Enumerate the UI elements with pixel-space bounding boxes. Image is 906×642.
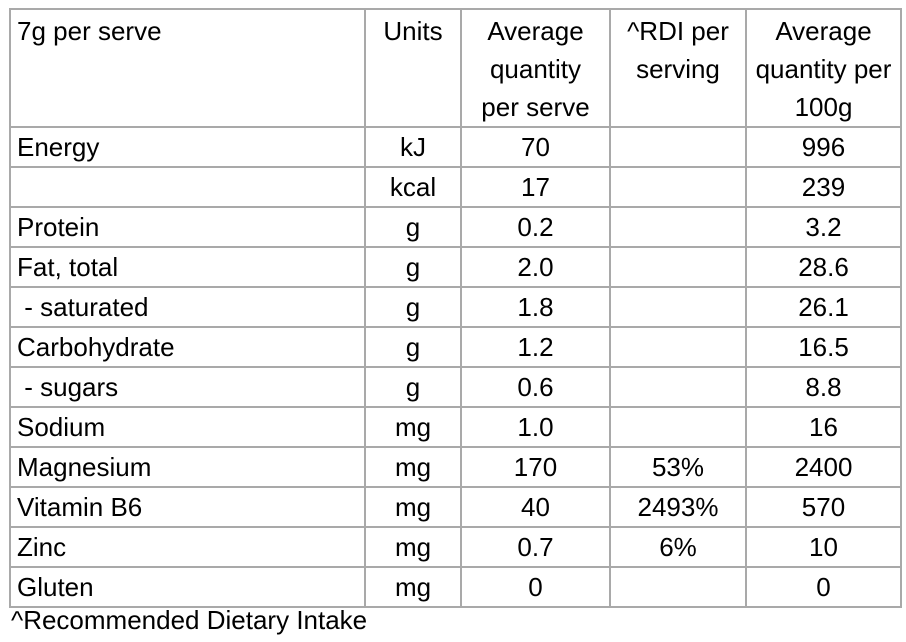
table-row: kcal 17 239 xyxy=(9,166,902,208)
per-serve-cell: 170 xyxy=(460,446,611,488)
table-row: Fat, total g 2.0 28.6 xyxy=(9,246,902,288)
table-row: Zinc mg 0.7 6% 10 xyxy=(9,526,902,568)
unit-cell: g xyxy=(364,206,462,248)
nutrient-name-cell: Gluten xyxy=(9,566,366,608)
nutrient-name-cell: - sugars xyxy=(9,366,366,408)
per-serve-cell: 1.2 xyxy=(460,326,611,368)
per-100g-cell: 28.6 xyxy=(745,246,902,288)
nutrient-name-cell: Fat, total xyxy=(9,246,366,288)
header-rdi-per-serving: ^RDI per serving xyxy=(609,8,747,128)
per-serve-cell: 17 xyxy=(460,166,611,208)
header-units: Units xyxy=(364,8,462,128)
unit-cell: mg xyxy=(364,446,462,488)
nutrient-name-cell xyxy=(9,166,366,208)
nutrient-name-cell: Energy xyxy=(9,126,366,168)
nutrient-name-cell: - saturated xyxy=(9,286,366,328)
nutrient-name-cell: Carbohydrate xyxy=(9,326,366,368)
rdi-cell xyxy=(609,406,747,448)
table-row: - saturated g 1.8 26.1 xyxy=(9,286,902,328)
unit-cell: kJ xyxy=(364,126,462,168)
nutrient-name-cell: Vitamin B6 xyxy=(9,486,366,528)
rdi-cell xyxy=(609,246,747,288)
rdi-cell xyxy=(609,206,747,248)
per-serve-cell: 0.7 xyxy=(460,526,611,568)
per-100g-cell: 3.2 xyxy=(745,206,902,248)
rdi-cell xyxy=(609,566,747,608)
nutrition-table-body: Energy kJ 70 996 kcal 17 239 Protein g 0.2 3.2 Fat,… xyxy=(9,126,902,608)
unit-cell: g xyxy=(364,246,462,288)
rdi-cell xyxy=(609,286,747,328)
nutrition-table: 7g per serve Units Average quantity per … xyxy=(9,8,902,608)
nutrient-name-cell: Sodium xyxy=(9,406,366,448)
per-100g-cell: 10 xyxy=(745,526,902,568)
per-100g-cell: 239 xyxy=(745,166,902,208)
nutrient-name-cell: Protein xyxy=(9,206,366,248)
table-row: Protein g 0.2 3.2 xyxy=(9,206,902,248)
per-100g-cell: 16 xyxy=(745,406,902,448)
per-100g-cell: 16.5 xyxy=(745,326,902,368)
rdi-cell xyxy=(609,126,747,168)
table-row: Gluten mg 0 0 xyxy=(9,566,902,608)
per-100g-cell: 570 xyxy=(745,486,902,528)
per-serve-cell: 0.6 xyxy=(460,366,611,408)
header-average-per-100g: Average quantity per 100g xyxy=(745,8,902,128)
header-row: 7g per serve Units Average quantity per … xyxy=(9,8,902,128)
per-serve-cell: 0 xyxy=(460,566,611,608)
rdi-cell xyxy=(609,166,747,208)
table-row: Sodium mg 1.0 16 xyxy=(9,406,902,448)
header-serve-size: 7g per serve xyxy=(9,8,366,128)
rdi-cell xyxy=(609,326,747,368)
per-100g-cell: 2400 xyxy=(745,446,902,488)
per-100g-cell: 26.1 xyxy=(745,286,902,328)
unit-cell: mg xyxy=(364,406,462,448)
per-serve-cell: 2.0 xyxy=(460,246,611,288)
unit-cell: mg xyxy=(364,566,462,608)
rdi-cell: 2493% xyxy=(609,486,747,528)
per-serve-cell: 0.2 xyxy=(460,206,611,248)
nutrient-name-cell: Zinc xyxy=(9,526,366,568)
unit-cell: kcal xyxy=(364,166,462,208)
header-average-per-serve: Average quantity per serve xyxy=(460,8,611,128)
per-100g-cell: 8.8 xyxy=(745,366,902,408)
per-serve-cell: 1.8 xyxy=(460,286,611,328)
unit-cell: g xyxy=(364,326,462,368)
rdi-cell: 6% xyxy=(609,526,747,568)
unit-cell: mg xyxy=(364,526,462,568)
unit-cell: g xyxy=(364,286,462,328)
table-row: Energy kJ 70 996 xyxy=(9,126,902,168)
unit-cell: g xyxy=(364,366,462,408)
nutrition-table-header: 7g per serve Units Average quantity per … xyxy=(9,8,902,128)
per-serve-cell: 1.0 xyxy=(460,406,611,448)
per-serve-cell: 40 xyxy=(460,486,611,528)
rdi-cell: 53% xyxy=(609,446,747,488)
per-100g-cell: 996 xyxy=(745,126,902,168)
table-row: Carbohydrate g 1.2 16.5 xyxy=(9,326,902,368)
rdi-footnote: ^Recommended Dietary Intake xyxy=(11,605,368,635)
table-row: - sugars g 0.6 8.8 xyxy=(9,366,902,408)
unit-cell: mg xyxy=(364,486,462,528)
per-serve-cell: 70 xyxy=(460,126,611,168)
rdi-cell xyxy=(609,366,747,408)
nutrient-name-cell: Magnesium xyxy=(9,446,366,488)
table-row: Magnesium mg 170 53% 2400 xyxy=(9,446,902,488)
per-100g-cell: 0 xyxy=(745,566,902,608)
table-row: Vitamin B6 mg 40 2493% 570 xyxy=(9,486,902,528)
